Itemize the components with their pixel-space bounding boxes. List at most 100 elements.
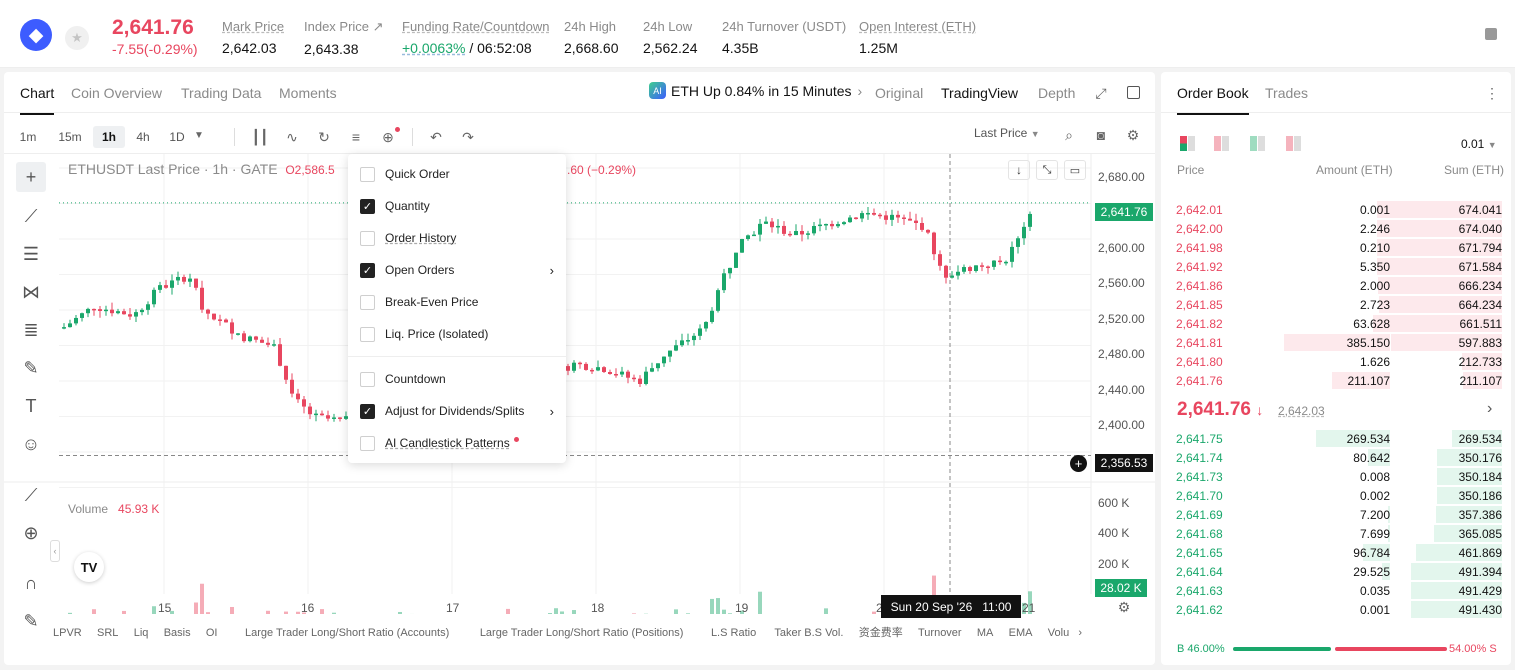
search-icon[interactable]: ⌕ (1065, 126, 1073, 143)
checkbox-icon[interactable] (360, 166, 375, 182)
bid-row[interactable]: 2,641.64 29.525 491.394 (1176, 562, 1502, 581)
ask-row[interactable]: 2,642.01 0.001 674.041 (1176, 200, 1502, 219)
indicators-icon[interactable]: ∿ (286, 128, 298, 145)
more-menu-icon[interactable]: ⋮ (1485, 84, 1499, 101)
view-asks-icon[interactable] (1214, 136, 1229, 151)
add-alert-icon[interactable]: + (1070, 455, 1087, 472)
scroll-to-latest-icon[interactable]: ↓ (1008, 160, 1030, 180)
candlestick-chart[interactable] (4, 154, 1155, 614)
checkbox-icon[interactable] (360, 294, 375, 310)
tab-trading-data[interactable]: Trading Data (181, 85, 262, 101)
bid-row[interactable]: 2,641.65 96.784 461.869 (1176, 543, 1502, 562)
chevron-right-icon[interactable]: › (1487, 400, 1493, 417)
indicator-ema[interactable]: EMA (1008, 627, 1033, 639)
indicator-taker-bs-vol[interactable]: Taker B.S Vol. (774, 627, 844, 639)
bid-row[interactable]: 2,641.68 7.699 365.085 (1176, 524, 1502, 543)
checkbox-icon[interactable] (360, 435, 375, 451)
indicator-srl[interactable]: SRL (97, 627, 119, 639)
ask-row[interactable]: 2,641.85 2.723 664.234 (1176, 295, 1502, 314)
menu-order-history[interactable]: Order History (360, 229, 456, 247)
bid-row[interactable]: 2,641.75 269.534 269.534 (1176, 429, 1502, 448)
settings-gear-icon[interactable]: ⚙ (1126, 126, 1140, 143)
ask-row[interactable]: 2,641.92 5.350 671.584 (1176, 257, 1502, 276)
trend-line-tool-icon[interactable]: ⟋ (24, 205, 38, 226)
indicator-oi[interactable]: OI (205, 627, 218, 639)
view-bids-icon[interactable] (1250, 136, 1265, 151)
indicator-lt-ls-accounts[interactable]: Large Trader Long/Short Ratio (Accounts) (245, 627, 450, 639)
fib-tool-icon[interactable]: ≣ (23, 319, 39, 340)
menu-ai-candlestick[interactable]: AI Candlestick Patterns (360, 434, 519, 452)
collapse-toolbar-icon[interactable]: ‹ (50, 540, 60, 562)
ruler-tool-icon[interactable]: ⟋ (24, 484, 38, 505)
expand-icon[interactable]: ⤢ (1095, 84, 1107, 101)
indicator-ls-ratio[interactable]: L.S Ratio (710, 627, 757, 639)
tab-chart[interactable]: Chart (20, 85, 55, 115)
brush-tool-icon[interactable]: ✎ (23, 357, 39, 378)
interval-15m[interactable]: 15m (58, 130, 82, 144)
interval-1h[interactable]: 1h (93, 126, 125, 148)
view-compact-icon[interactable] (1286, 136, 1301, 151)
checkbox-checked-icon[interactable]: ✓ (360, 198, 375, 214)
stat-index-price[interactable]: Index Price ↗ 2,643.38 (304, 19, 384, 57)
bid-row[interactable]: 2,641.74 80.642 350.176 (1176, 448, 1502, 467)
menu-countdown[interactable]: Countdown (360, 370, 446, 388)
interval-1d[interactable]: 1D (169, 130, 185, 144)
window-icon[interactable] (1127, 86, 1140, 99)
ask-row[interactable]: 2,641.81 385.150 597.883 (1176, 333, 1502, 352)
pen-tool-icon[interactable]: ✎ (23, 610, 39, 631)
add-overlay-icon[interactable]: ⊕ (378, 127, 400, 146)
tab-order-book[interactable]: Order Book (1177, 85, 1249, 115)
precision-select[interactable]: 0.01 ▼ (1461, 137, 1497, 151)
ask-row[interactable]: 2,642.00 2.246 674.040 (1176, 219, 1502, 238)
ask-row[interactable]: 2,641.76 211.107 211.107 (1176, 371, 1502, 390)
checkbox-icon[interactable] (360, 230, 375, 246)
interval-1m[interactable]: 1m (19, 130, 37, 144)
ask-row[interactable]: 2,641.86 2.000 666.234 (1176, 276, 1502, 295)
view-tradingview[interactable]: TradingView (941, 85, 1019, 101)
ask-row[interactable]: 2,641.98 0.210 671.794 (1176, 238, 1502, 257)
tab-trades[interactable]: Trades (1265, 85, 1309, 101)
indicator-turnover[interactable]: Turnover (917, 627, 962, 639)
magnet-tool-icon[interactable]: ∩ (24, 572, 38, 593)
bid-row[interactable]: 2,641.62 0.001 491.430 (1176, 600, 1502, 619)
pattern-tool-icon[interactable]: ⋈ (22, 281, 40, 302)
notes-icon[interactable] (1485, 28, 1497, 40)
text-tool-icon[interactable]: T (25, 395, 37, 416)
checkbox-icon[interactable] (360, 326, 375, 342)
menu-open-orders[interactable]: ✓ Open Orders › (360, 261, 554, 279)
ai-insight-banner[interactable]: AI ETH Up 0.84% in 15 Minutes › (649, 82, 862, 99)
checkbox-checked-icon[interactable]: ✓ (360, 262, 375, 278)
bid-row[interactable]: 2,641.69 7.200 357.386 (1176, 505, 1502, 524)
collapse-icon[interactable]: ⤡ (1036, 160, 1058, 180)
bid-row[interactable]: 2,641.63 0.035 491.429 (1176, 581, 1502, 600)
emoji-tool-icon[interactable]: ☺ (21, 433, 41, 454)
candle-type-icon[interactable]: ┃┃ (251, 128, 269, 145)
ask-row[interactable]: 2,641.82 63.628 661.511 (1176, 314, 1502, 333)
indicator-volume[interactable]: Volu (1047, 627, 1070, 639)
redo-icon[interactable]: ↷ (462, 128, 474, 145)
checkbox-icon[interactable] (360, 371, 375, 387)
indicator-liq[interactable]: Liq (133, 627, 149, 639)
price-type-select[interactable]: Last Price ▼ (974, 126, 1040, 140)
chevron-right-icon[interactable]: › (1072, 627, 1083, 639)
crosshair-tool-icon[interactable]: + (16, 162, 46, 192)
favorite-star-icon[interactable]: ★ (65, 26, 89, 50)
indicator-basis[interactable]: Basis (163, 627, 191, 639)
template-icon[interactable]: ≡ (351, 129, 361, 145)
checkbox-checked-icon[interactable]: ✓ (360, 403, 375, 419)
axis-settings-icon[interactable]: ⚙ (1117, 598, 1131, 615)
view-both-icon[interactable] (1180, 136, 1195, 151)
interval-dropdown-icon[interactable]: ▼ (194, 130, 204, 141)
view-original[interactable]: Original (875, 85, 924, 101)
menu-break-even-price[interactable]: Break-Even Price (360, 293, 478, 311)
tab-coin-overview[interactable]: Coin Overview (71, 85, 163, 101)
menu-quantity[interactable]: ✓ Quantity (360, 197, 430, 215)
indicator-ma[interactable]: MA (976, 627, 994, 639)
undo-icon[interactable]: ↶ (430, 128, 442, 145)
indicator-lt-ls-positions[interactable]: Large Trader Long/Short Ratio (Positions… (479, 627, 684, 639)
menu-adjust-dividends[interactable]: ✓ Adjust for Dividends/Splits › (360, 402, 554, 420)
view-depth[interactable]: Depth (1038, 85, 1076, 101)
horizontal-lines-tool-icon[interactable]: ☰ (22, 243, 40, 264)
menu-liq-price[interactable]: Liq. Price (Isolated) (360, 325, 488, 343)
refresh-icon[interactable]: ↻ (318, 128, 330, 145)
